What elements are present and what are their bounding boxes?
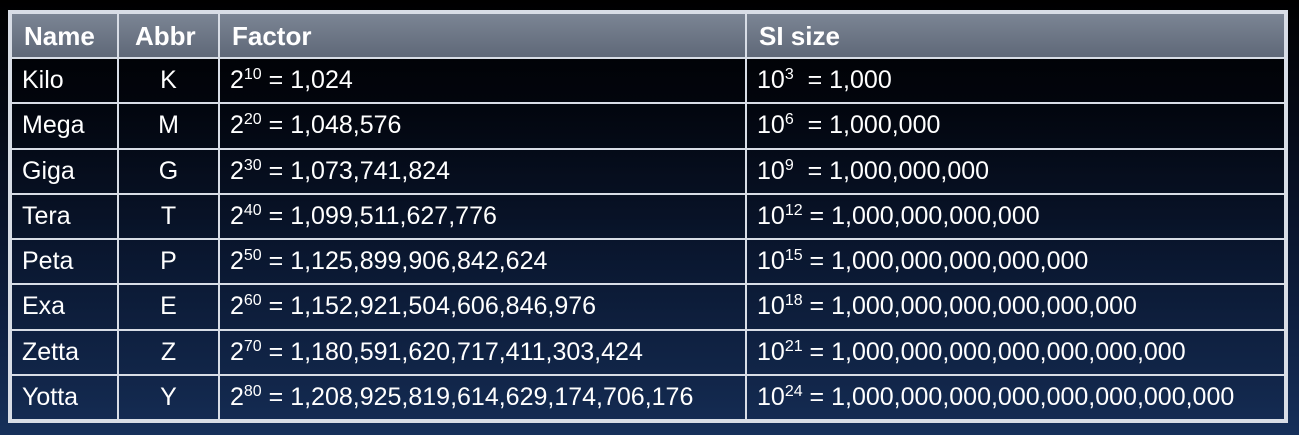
factor-base: 2	[230, 111, 244, 140]
table-header: Name Abbr Factor SI size	[10, 12, 1286, 59]
prefix-name-cell: Giga	[10, 147, 119, 195]
table-row: Giga G 230 = 1,073,741,824 109 = 1,000,000,…	[10, 147, 1286, 195]
si-exponent: 24	[784, 382, 803, 400]
si-size-cell: 103 = 1,000	[745, 56, 1286, 105]
factor-value: = 1,073,741,824	[261, 156, 451, 185]
table-row: Zetta Z 270 = 1,180,591,620,717,411,303,42…	[10, 328, 1286, 376]
header-name: Name	[10, 12, 119, 59]
table-row: Mega M 220 = 1,048,576 106 = 1,000,000	[10, 102, 1286, 150]
header-row: Name Abbr Factor SI size	[10, 12, 1286, 59]
si-size-cell: 1024 = 1,000,000,000,000,000,000,000,000	[745, 373, 1286, 422]
prefix-name-cell: Mega	[10, 102, 119, 150]
factor-cell: 260 = 1,152,921,504,606,846,976	[218, 283, 747, 331]
si-value: = 1,000,000,000,000,000,000	[802, 292, 1137, 321]
factor-value: = 1,180,591,620,717,411,303,424	[261, 337, 643, 366]
si-exponent: 15	[784, 247, 803, 265]
binary-prefix-table: Name Abbr Factor SI size Kilo K 210 = 1,02…	[10, 12, 1286, 422]
factor-exponent: 10	[243, 66, 262, 84]
table-row: Exa E 260 = 1,152,921,504,606,846,976 1018 …	[10, 283, 1286, 331]
factor-base: 2	[230, 382, 244, 411]
table-body: Kilo K 210 = 1,024 103 = 1,000 Mega M 220 = 1,…	[10, 56, 1286, 422]
header-abbr: Abbr	[117, 12, 220, 59]
si-value: = 1,000,000,000,000,000,000,000,000	[802, 382, 1235, 411]
factor-exponent: 70	[243, 337, 262, 355]
factor-value: = 1,048,576	[261, 111, 402, 140]
factor-value: = 1,152,921,504,606,846,976	[261, 292, 597, 321]
si-size-cell: 1015 = 1,000,000,000,000,000	[745, 237, 1286, 286]
factor-exponent: 20	[243, 111, 262, 129]
prefix-name-cell: Peta	[10, 237, 119, 286]
si-exponent: 9	[784, 156, 794, 174]
si-value: = 1,000,000,000,000,000,000,000	[802, 337, 1186, 366]
si-size-cell: 1018 = 1,000,000,000,000,000,000	[745, 283, 1286, 331]
prefix-abbr-cell: T	[117, 192, 220, 241]
prefix-abbr-cell: M	[117, 102, 220, 150]
header-factor: Factor	[218, 12, 747, 59]
prefix-name-cell: Exa	[10, 283, 119, 331]
si-base: 10	[757, 66, 785, 95]
prefix-name-cell: Zetta	[10, 328, 119, 376]
factor-base: 2	[230, 337, 244, 366]
factor-exponent: 40	[243, 201, 262, 219]
factor-exponent: 60	[243, 292, 262, 310]
si-base: 10	[757, 337, 785, 366]
si-value: = 1,000,000,000,000,000	[802, 247, 1089, 276]
si-size-cell: 1012 = 1,000,000,000,000	[745, 192, 1286, 241]
si-base: 10	[757, 292, 785, 321]
si-exponent: 21	[784, 337, 803, 355]
prefix-name-cell: Yotta	[10, 373, 119, 422]
factor-cell: 280 = 1,208,925,819,614,629,174,706,176	[218, 373, 747, 422]
si-base: 10	[757, 111, 785, 140]
prefix-abbr-cell: Y	[117, 373, 220, 422]
factor-base: 2	[230, 156, 244, 185]
factor-exponent: 80	[243, 382, 262, 400]
si-base: 10	[757, 201, 785, 230]
si-value: = 1,000	[793, 66, 892, 95]
prefix-table-frame: Name Abbr Factor SI size Kilo K 210 = 1,02…	[8, 10, 1288, 423]
factor-base: 2	[230, 247, 244, 276]
si-exponent: 12	[784, 201, 803, 219]
prefix-name-cell: Kilo	[10, 56, 119, 105]
prefix-abbr-cell: G	[117, 147, 220, 195]
si-size-cell: 109 = 1,000,000,000	[745, 147, 1286, 195]
table-row: Yotta Y 280 = 1,208,925,819,614,629,174,70…	[10, 373, 1286, 422]
si-base: 10	[757, 247, 785, 276]
factor-cell: 210 = 1,024	[218, 56, 747, 105]
factor-cell: 250 = 1,125,899,906,842,624	[218, 237, 747, 286]
si-value: = 1,000,000	[793, 111, 941, 140]
factor-value: = 1,125,899,906,842,624	[261, 247, 548, 276]
factor-value: = 1,099,511,627,776	[261, 201, 497, 230]
si-exponent: 18	[784, 292, 803, 310]
factor-cell: 240 = 1,099,511,627,776	[218, 192, 747, 241]
factor-cell: 230 = 1,073,741,824	[218, 147, 747, 195]
factor-value: = 1,208,925,819,614,629,174,706,176	[261, 382, 694, 411]
si-size-cell: 106 = 1,000,000	[745, 102, 1286, 150]
si-base: 10	[757, 156, 785, 185]
prefix-abbr-cell: P	[117, 237, 220, 286]
header-si-size: SI size	[745, 12, 1286, 59]
prefix-name-cell: Tera	[10, 192, 119, 241]
factor-base: 2	[230, 292, 244, 321]
factor-cell: 220 = 1,048,576	[218, 102, 747, 150]
si-value: = 1,000,000,000,000	[802, 201, 1040, 230]
si-exponent: 3	[784, 66, 794, 84]
factor-base: 2	[230, 66, 244, 95]
prefix-abbr-cell: Z	[117, 328, 220, 376]
si-exponent: 6	[784, 111, 794, 129]
table-row: Kilo K 210 = 1,024 103 = 1,000	[10, 56, 1286, 105]
table-row: Tera T 240 = 1,099,511,627,776 1012 = 1,000…	[10, 192, 1286, 241]
si-size-cell: 1021 = 1,000,000,000,000,000,000,000	[745, 328, 1286, 376]
prefix-abbr-cell: K	[117, 56, 220, 105]
si-value: = 1,000,000,000	[793, 156, 990, 185]
factor-exponent: 30	[243, 156, 262, 174]
factor-base: 2	[230, 201, 244, 230]
factor-value: = 1,024	[261, 66, 353, 95]
factor-exponent: 50	[243, 247, 262, 265]
table-row: Peta P 250 = 1,125,899,906,842,624 1015 = 1…	[10, 237, 1286, 286]
si-base: 10	[757, 382, 785, 411]
factor-cell: 270 = 1,180,591,620,717,411,303,424	[218, 328, 747, 376]
prefix-abbr-cell: E	[117, 283, 220, 331]
